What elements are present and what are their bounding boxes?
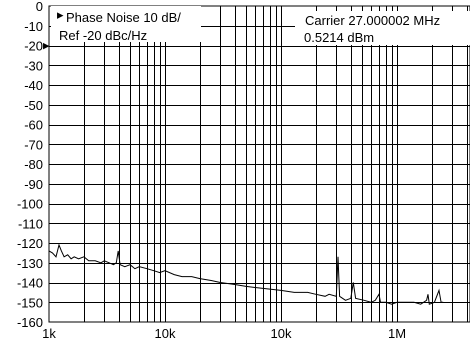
marker-glyph: ▸ xyxy=(57,7,64,22)
plot-grid xyxy=(48,5,470,323)
y-tick-label: -20 xyxy=(24,39,43,54)
carrier-power-label: 0.5214 dBm xyxy=(304,30,374,45)
trace-layer xyxy=(48,243,444,305)
info-right-background xyxy=(295,11,470,45)
y-tick-label: -50 xyxy=(24,98,43,113)
y-tick-label: -140 xyxy=(17,276,43,291)
y-tick-label: -30 xyxy=(24,58,43,73)
carrier-frequency-label: Carrier 27.000002 MHz xyxy=(305,13,440,28)
x-tick-label: 1k xyxy=(42,326,56,341)
y-tick-label: -80 xyxy=(24,157,43,172)
y-tick-label: -40 xyxy=(24,78,43,93)
y-tick-label: -160 xyxy=(17,315,43,330)
info-left-background xyxy=(51,6,201,42)
x-tick-label: 10k xyxy=(271,326,292,341)
y-tick-label: -10 xyxy=(24,19,43,34)
y-tick-label: 0 xyxy=(36,0,43,14)
x-axis-ticks: 1k 10k 10k 1M xyxy=(42,326,406,341)
phase-noise-trace xyxy=(48,243,444,305)
y-tick-label: -70 xyxy=(24,137,43,152)
y-tick-label: -60 xyxy=(24,118,43,133)
info-box: ▸ Phase Noise 10 dB/ Ref -20 dBc/Hz Carr… xyxy=(51,6,470,45)
y-tick-label: -130 xyxy=(17,256,43,271)
y-tick-label: -150 xyxy=(17,295,43,310)
axes: ▸ xyxy=(43,38,50,53)
reference-marker: ▸ xyxy=(43,38,50,53)
x-tick-label: 10k xyxy=(155,326,176,341)
phase-noise-scale-label: Phase Noise 10 dB/ xyxy=(66,10,181,25)
y-tick-label: -120 xyxy=(17,236,43,251)
y-tick-label: -90 xyxy=(24,177,43,192)
reference-level-label: Ref -20 dBc/Hz xyxy=(59,28,147,43)
y-tick-label: -100 xyxy=(17,197,43,212)
x-tick-label: 1M xyxy=(388,326,406,341)
y-tick-label: -110 xyxy=(18,216,43,231)
y-axis-ticks: 0 -10 -20 -30 -40 -50 -60 -70 -80 -90 -100 -110 -120… xyxy=(17,0,43,330)
